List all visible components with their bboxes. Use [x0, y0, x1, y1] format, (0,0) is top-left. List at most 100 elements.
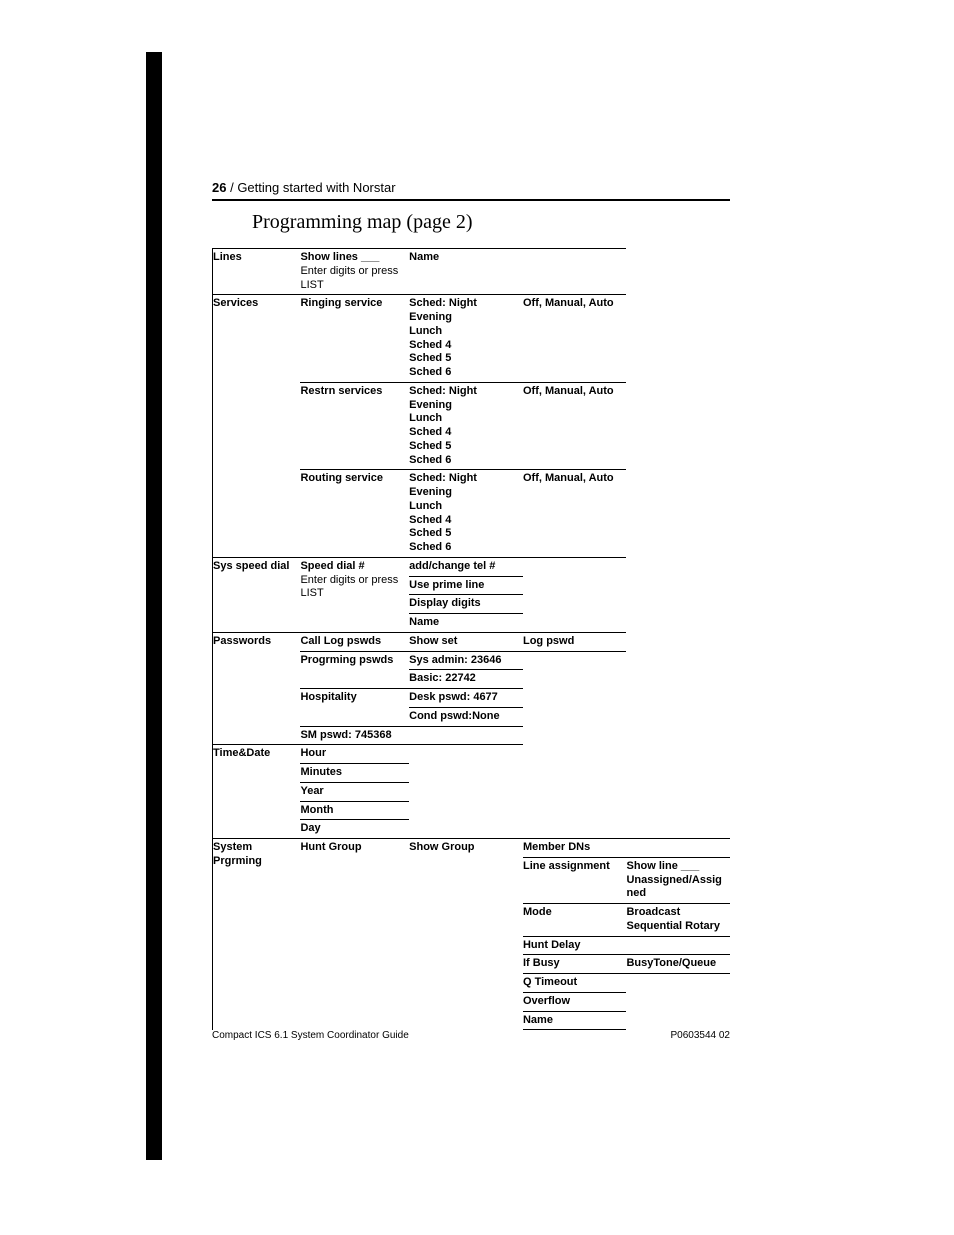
- cell: [523, 707, 627, 726]
- cell: [626, 764, 730, 783]
- cell-services: Services: [213, 295, 301, 383]
- cell: Hospitality: [300, 689, 409, 727]
- cell: [409, 782, 523, 801]
- cell-lines: Lines: [213, 249, 301, 295]
- cell: Name: [409, 614, 523, 633]
- cell: Speed dial # Enter digits or press LIST: [300, 557, 409, 632]
- cell: [409, 764, 523, 783]
- cell: [409, 745, 523, 764]
- table-row: Sys speed dial Speed dial # Enter digits…: [213, 557, 731, 576]
- cell: Member DNs: [523, 839, 627, 858]
- cell: [523, 764, 627, 783]
- cell: Call Log pswds: [300, 632, 409, 651]
- cell: [626, 820, 730, 839]
- cell: Routing service: [300, 470, 409, 558]
- cell: add/change tel #: [409, 557, 523, 576]
- table-row: Services Ringing service Sched: Night Ev…: [213, 295, 731, 383]
- cell: Show set: [409, 632, 523, 651]
- cell: Q Timeout: [523, 974, 627, 993]
- cell: Hour: [300, 745, 409, 764]
- cell: [626, 1011, 730, 1030]
- page-number: 26: [212, 180, 226, 195]
- cell: [213, 382, 301, 470]
- cell: Ringing service: [300, 295, 409, 383]
- cell: [626, 651, 730, 670]
- cell: Off, Manual, Auto: [523, 295, 627, 383]
- cell: Sys admin: 23646: [409, 651, 523, 670]
- cell: [626, 632, 730, 651]
- cell: [409, 726, 523, 745]
- cell: [409, 820, 523, 839]
- cell: [626, 936, 730, 955]
- cell: [523, 249, 627, 295]
- cell: [523, 820, 627, 839]
- cell: Mode: [523, 904, 627, 937]
- page-footer: Compact ICS 6.1 System Coordinator Guide…: [212, 1030, 730, 1041]
- cell: [213, 470, 301, 558]
- cell: [523, 782, 627, 801]
- table-row: Passwords Call Log pswds Show set Log ps…: [213, 632, 731, 651]
- cell: [626, 839, 730, 858]
- table-row: Lines Show lines ___ Enter digits or pre…: [213, 249, 731, 295]
- cell: [626, 801, 730, 820]
- cell: Cond pswd:None: [409, 707, 523, 726]
- cell: Restrn services: [300, 382, 409, 470]
- cell-timedate: Time&Date: [213, 745, 301, 839]
- cell: Show line ___ Unassigned/Assigned: [626, 857, 730, 903]
- table-row: Time&Date Hour: [213, 745, 731, 764]
- cell: [626, 992, 730, 1011]
- cell-sysprg: System Prgrming: [213, 839, 301, 1030]
- label: Enter digits or press LIST: [300, 574, 398, 600]
- cell: Off, Manual, Auto: [523, 382, 627, 470]
- cell: [626, 670, 730, 689]
- cell: [523, 726, 627, 745]
- cell-showlines: Show lines ___ Enter digits or press LIS…: [300, 249, 409, 295]
- cell: Show Group: [409, 839, 523, 1030]
- cell: [626, 745, 730, 764]
- cell: Log pswd: [523, 632, 627, 651]
- cell: Progrming pswds: [300, 651, 409, 689]
- cell: Desk pswd: 4677: [409, 689, 523, 708]
- cell: Year: [300, 782, 409, 801]
- footer-right: P0603544 02: [670, 1030, 730, 1041]
- label: Sys speed dial: [213, 560, 289, 572]
- cell: Overflow: [523, 992, 627, 1011]
- cell: [626, 557, 730, 576]
- cell: [523, 576, 627, 595]
- cell: Month: [300, 801, 409, 820]
- cell: [523, 614, 627, 633]
- cell: Minutes: [300, 764, 409, 783]
- cell: [626, 707, 730, 726]
- cell: [626, 614, 730, 633]
- footer-left: Compact ICS 6.1 System Coordinator Guide: [212, 1030, 409, 1041]
- label: Enter digits or press LIST: [300, 265, 398, 291]
- cell: [523, 595, 627, 614]
- cell: [626, 974, 730, 993]
- cell: Sched: Night Evening Lunch Sched 4 Sched…: [409, 382, 523, 470]
- cell: Off, Manual, Auto: [523, 470, 627, 558]
- cell: [626, 726, 730, 745]
- table-row: Routing service Sched: Night Evening Lun…: [213, 470, 731, 558]
- cell: Day: [300, 820, 409, 839]
- cell: [626, 689, 730, 708]
- cell: [409, 801, 523, 820]
- cell: [626, 295, 730, 383]
- cell: [626, 595, 730, 614]
- left-black-bar: [146, 52, 162, 1160]
- cell: [626, 470, 730, 558]
- table-row: Restrn services Sched: Night Evening Lun…: [213, 382, 731, 470]
- cell: Hunt Group: [300, 839, 409, 1030]
- cell-name: Name: [409, 249, 523, 295]
- header-rule: [212, 199, 730, 201]
- cell: [523, 689, 627, 708]
- cell: [626, 382, 730, 470]
- cell: [626, 782, 730, 801]
- table-row: System Prgrming Hunt Group Show Group Me…: [213, 839, 731, 858]
- cell: Use prime line: [409, 576, 523, 595]
- cell-sysspeed: Sys speed dial: [213, 557, 301, 632]
- label: Show lines ___: [300, 251, 379, 263]
- programming-map-table-wrap: Lines Show lines ___ Enter digits or pre…: [212, 248, 730, 1030]
- cell: Basic: 22742: [409, 670, 523, 689]
- cell: [626, 249, 730, 295]
- cell: Hunt Delay: [523, 936, 627, 955]
